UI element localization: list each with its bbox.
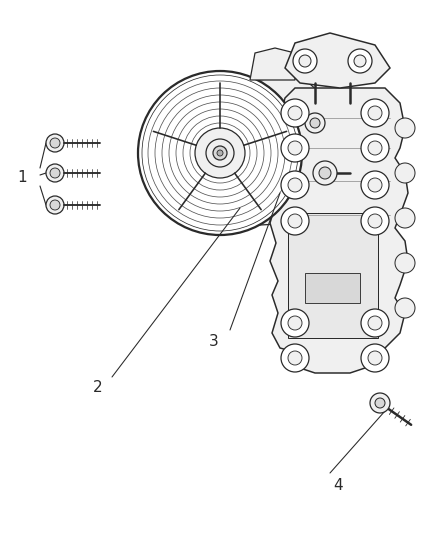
Circle shape [288,141,302,155]
Polygon shape [250,48,295,80]
Circle shape [368,178,382,192]
Text: 2: 2 [93,381,103,395]
Circle shape [348,49,372,73]
Text: 3: 3 [209,334,219,349]
Circle shape [313,161,337,185]
Circle shape [361,309,389,337]
Circle shape [354,55,366,67]
Circle shape [368,351,382,365]
Circle shape [310,118,320,128]
Circle shape [288,214,302,228]
Circle shape [281,171,309,199]
Circle shape [281,309,309,337]
Circle shape [368,106,382,120]
Circle shape [288,178,302,192]
Circle shape [288,106,302,120]
Circle shape [46,164,64,182]
Circle shape [217,150,223,156]
Circle shape [361,171,389,199]
Text: 4: 4 [333,478,343,492]
Circle shape [361,134,389,162]
Polygon shape [285,33,390,88]
Circle shape [395,118,415,138]
Circle shape [395,253,415,273]
Polygon shape [305,273,360,303]
Circle shape [361,99,389,127]
Circle shape [46,196,64,214]
Polygon shape [225,75,338,225]
Circle shape [395,298,415,318]
Circle shape [50,200,60,210]
Circle shape [281,344,309,372]
Circle shape [361,344,389,372]
Circle shape [319,167,331,179]
Circle shape [299,55,311,67]
Circle shape [368,214,382,228]
Circle shape [50,138,60,148]
Text: 1: 1 [17,171,27,185]
Circle shape [375,398,385,408]
Polygon shape [270,88,408,373]
Circle shape [213,146,227,160]
Circle shape [370,393,390,413]
Circle shape [281,207,309,235]
Circle shape [305,113,325,133]
Circle shape [46,134,64,152]
Circle shape [395,163,415,183]
Circle shape [206,139,234,167]
Circle shape [195,128,245,178]
Circle shape [288,316,302,330]
Circle shape [361,207,389,235]
Circle shape [293,49,317,73]
Circle shape [281,99,309,127]
Polygon shape [288,213,378,338]
Circle shape [368,141,382,155]
Circle shape [288,351,302,365]
Circle shape [50,168,60,178]
Circle shape [281,134,309,162]
Circle shape [138,71,302,235]
Circle shape [368,316,382,330]
Circle shape [395,208,415,228]
